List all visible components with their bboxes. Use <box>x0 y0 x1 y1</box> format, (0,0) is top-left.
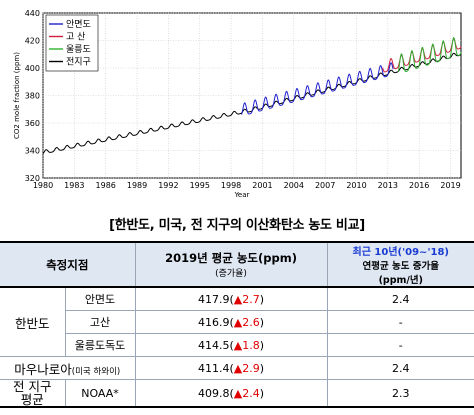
value-number: 411.4 <box>197 361 230 375</box>
up-arrow-icon: ▲ <box>233 292 243 306</box>
x-tick-label: 1983 <box>64 181 84 190</box>
y-tick-label: 440 <box>25 9 40 18</box>
y-tick-label: 340 <box>25 147 40 156</box>
value-number: 414.5 <box>197 338 230 352</box>
co2-comparison-table: 측정지점 2019년 평균 농도(ppm) (증가율) 최근 10년('09~'… <box>0 241 474 408</box>
change-number: 1.8 <box>242 338 260 352</box>
mean-value: 411.4(▲2.9) <box>134 356 328 380</box>
up-arrow-icon: ▲ <box>233 338 243 352</box>
y-axis-label: CO2 mole fraction (ppm) <box>13 52 21 139</box>
site-name: 고산 <box>64 310 136 334</box>
y-tick-label: 320 <box>25 174 40 183</box>
value-number: 417.9 <box>197 292 230 306</box>
global-line2: 평균 <box>20 392 44 407</box>
mean-value: 416.9(▲2.6) <box>134 310 328 334</box>
legend-label: 전지구 <box>66 57 91 68</box>
mauna-loa-label: 마우나로아 <box>14 361 72 377</box>
up-arrow-icon: ▲ <box>233 386 243 400</box>
group-korea: 한반도 <box>0 287 65 357</box>
legend-label: 고 산 <box>66 32 85 43</box>
table-row: 한반도 안면도 417.9(▲2.7) 2.4 <box>0 287 474 357</box>
header-mean: 2019년 평균 농도(ppm) (증가율) <box>134 241 328 288</box>
x-tick-label: 1998 <box>221 181 241 190</box>
x-tick-label: 2001 <box>252 181 272 190</box>
x-tick-label: 2010 <box>346 181 366 190</box>
rate-value: 2.4 <box>326 356 474 380</box>
x-tick-label: 1992 <box>158 181 178 190</box>
series-line <box>241 62 394 115</box>
table-row: 마우나로아(미국 하와이) 411.4(▲2.9) 2.4 <box>0 356 474 380</box>
y-tick-label: 400 <box>25 64 40 73</box>
x-tick-label: 2016 <box>409 181 429 190</box>
legend-label: 울릉도 <box>66 44 91 55</box>
change-number: 2.6 <box>242 315 260 329</box>
header-recent-line1: 최근 10년('09~'18) <box>352 247 449 258</box>
x-tick-label: 1995 <box>190 181 210 190</box>
header-increase-label: (증가율) <box>215 269 247 279</box>
rate-value: - <box>326 333 474 357</box>
rate-value: 2.3 <box>326 379 474 408</box>
up-arrow-icon: ▲ <box>233 315 243 329</box>
group-mauna-loa: 마우나로아(미국 하와이) <box>0 356 136 380</box>
x-axis-label: Year <box>234 191 250 199</box>
x-tick-label: 2004 <box>284 181 304 190</box>
x-tick-label: 2013 <box>378 181 398 190</box>
mauna-loa-sub: (미국 하와이) <box>71 366 121 377</box>
global-line1: 전 지구 <box>13 379 52 394</box>
co2-chart-svg: 320 340 360 380 400 420 440 1980 1983 1986 1989 199… <box>13 9 462 199</box>
rate-value: 2.4 <box>326 287 474 311</box>
table-row: 울릉도독도 414.5(▲1.8) - <box>0 333 474 357</box>
change-number: 2.4 <box>242 386 260 400</box>
site-name: 울릉도독도 <box>64 333 136 357</box>
value-number: 416.9 <box>197 315 230 329</box>
header-site: 측정지점 <box>0 241 136 288</box>
rate-value: - <box>326 310 474 334</box>
change-number: 2.9 <box>242 361 260 375</box>
group-global: 전 지구 평균 <box>0 379 65 408</box>
site-name: NOAA* <box>64 379 136 408</box>
site-name: 안면도 <box>64 287 136 311</box>
mean-value: 409.8(▲2.4) <box>134 379 328 408</box>
change-number: 2.7 <box>242 292 260 306</box>
y-tick-label: 360 <box>25 119 40 128</box>
x-tick-label: 1989 <box>127 181 147 190</box>
up-arrow-icon: ▲ <box>233 361 243 375</box>
legend-label: 안면도 <box>66 19 91 30</box>
x-tick-label: 2019 <box>440 181 460 190</box>
co2-chart: 320 340 360 380 400 420 440 1980 1983 1986 1989 199… <box>0 0 474 205</box>
table-header-row: 측정지점 2019년 평균 농도(ppm) (증가율) 최근 10년('09~'… <box>0 241 474 288</box>
x-tick-label: 1986 <box>96 181 116 190</box>
header-mean-label: 2019년 평균 농도(ppm) <box>165 251 297 265</box>
mean-value: 417.9(▲2.7) <box>134 287 328 311</box>
value-number: 409.8 <box>197 386 230 400</box>
header-recent: 최근 10년('09~'18) 연평균 농도 증가율 (ppm/년) <box>326 241 474 288</box>
table-row: 전 지구 평균 NOAA* 409.8(▲2.4) 2.3 <box>0 379 474 408</box>
y-tick-label: 380 <box>25 92 40 101</box>
header-recent-line2: 연평균 농도 증가율 <box>362 261 440 272</box>
mean-value: 414.5(▲1.8) <box>134 333 328 357</box>
table-row: 고산 416.9(▲2.6) - <box>0 310 474 334</box>
header-recent-line3: (ppm/년) <box>378 275 423 286</box>
x-tick-label: 2007 <box>315 181 335 190</box>
table-caption: [한반도, 미국, 전 지구의 이산화탄소 농도 비교] <box>109 218 365 233</box>
y-tick-label: 420 <box>25 37 40 46</box>
x-tick-label: 1980 <box>33 181 53 190</box>
series-line <box>397 36 462 73</box>
